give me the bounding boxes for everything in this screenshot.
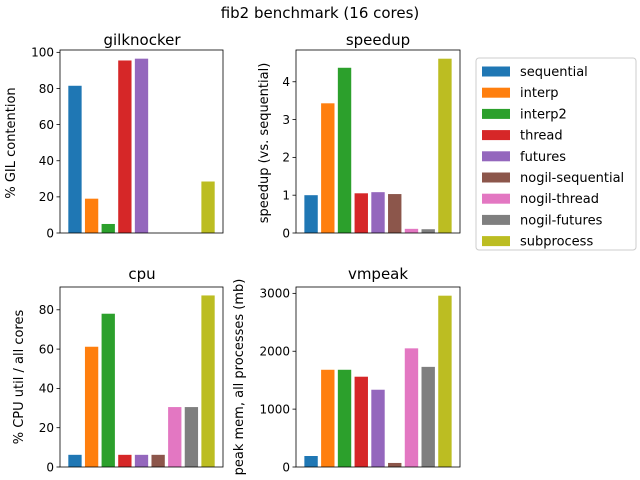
bar-sequential <box>304 456 318 467</box>
chart-title: cpu <box>128 265 155 283</box>
y-tick-label: 20 <box>39 421 54 435</box>
bar-subprocess <box>201 295 215 467</box>
bar-thread <box>118 60 132 234</box>
y-tick-label: 4 <box>282 75 290 89</box>
y-tick-label: 0 <box>46 226 54 240</box>
bar-interp2 <box>337 67 352 234</box>
y-tick-label: 60 <box>39 342 54 356</box>
legend-swatch-interp2 <box>482 108 510 119</box>
axes-frame <box>59 286 224 468</box>
axes-frame <box>59 49 224 234</box>
legend-label-interp2: interp2 <box>520 107 567 122</box>
legend: sequential interp interp2 thread futures nogi… <box>475 57 637 251</box>
chart-title: vmpeak <box>348 265 408 283</box>
legend-label-thread: thread <box>520 129 563 144</box>
legend-swatch-interp <box>482 87 510 98</box>
legend-label-subprocess: subprocess <box>520 235 593 250</box>
chart-cpu: cpu % CPU util / all cores 0 20 40 60 80 <box>12 265 224 474</box>
legend-swatch-subprocess <box>482 236 510 247</box>
bar-nogil-thread <box>404 228 419 233</box>
bar-interp <box>84 198 99 233</box>
y-tick-label: 0 <box>46 460 54 474</box>
chart-title: speedup <box>346 31 410 49</box>
y-axis-label: % GIL contention <box>4 87 19 198</box>
legend-swatch-sequential <box>482 66 510 77</box>
bar-nogil-futures <box>421 366 435 467</box>
y-tick-label: 20 <box>39 190 54 204</box>
bar-interp <box>321 369 335 467</box>
legend-swatch-thread <box>482 130 510 141</box>
chart-gilknocker: gilknocker % GIL contention 0 20 40 60 80 100 <box>4 31 224 240</box>
bar-interp2 <box>101 223 115 233</box>
bar-subprocess <box>438 58 452 234</box>
legend-swatch-futures <box>482 151 510 162</box>
y-tick-label: 2000 <box>259 345 290 359</box>
y-tick-label: 40 <box>39 382 54 396</box>
legend-swatch-nogil-futures <box>482 214 510 225</box>
bar-sequential <box>68 85 82 234</box>
bar-futures <box>371 192 385 233</box>
bar-nogil-futures <box>184 407 199 467</box>
bar-futures <box>371 389 385 467</box>
bar-sequential <box>68 454 82 467</box>
bar-subprocess <box>201 181 215 233</box>
bar-thread <box>354 193 368 233</box>
legend-swatch-nogil-thread <box>482 193 510 204</box>
bar-nogil-futures <box>421 229 435 233</box>
chart-title: gilknocker <box>103 31 181 49</box>
bar-nogil-sequential <box>151 454 165 467</box>
bar-futures <box>134 454 149 467</box>
bar-subprocess <box>438 295 452 467</box>
bar-nogil-sequential <box>388 462 402 467</box>
bar-thread <box>118 454 132 467</box>
figure-suptitle: fib2 benchmark (16 cores) <box>221 4 420 22</box>
bar-interp2 <box>101 313 115 467</box>
bar-sequential <box>304 195 318 233</box>
legend-label-nogil-futures: nogil-futures <box>520 213 603 228</box>
legend-swatch-nogil-sequential <box>482 172 510 183</box>
y-tick-label: 2 <box>282 151 290 165</box>
axes-frame <box>295 286 461 468</box>
y-tick-label: 80 <box>39 303 54 317</box>
y-tick-label: 0 <box>282 226 290 240</box>
legend-label-nogil-thread: nogil-thread <box>520 192 599 207</box>
y-tick-label: 40 <box>39 154 54 168</box>
bar-interp2 <box>337 369 352 467</box>
bar-nogil-thread <box>168 407 182 467</box>
legend-label-sequential: sequential <box>520 65 588 80</box>
y-axis-label: peak mem, all processes (mb) <box>232 279 247 476</box>
y-tick-label: 80 <box>39 82 54 96</box>
y-axis-label: speedup (vs. sequential) <box>257 63 272 224</box>
legend-label-interp: interp <box>520 86 559 101</box>
y-tick-label: 60 <box>39 118 54 132</box>
bar-interp <box>321 103 335 233</box>
legend-label-futures: futures <box>520 150 566 165</box>
axes-frame <box>295 49 461 234</box>
y-tick-label: 100 <box>31 46 54 60</box>
legend-label-nogil-sequential: nogil-sequential <box>520 171 624 186</box>
y-tick-label: 1 <box>282 188 290 202</box>
bar-nogil-thread <box>404 348 419 467</box>
y-axis-label: % CPU util / all cores <box>12 310 27 445</box>
bar-interp <box>84 346 99 467</box>
y-tick-label: 3000 <box>259 287 290 301</box>
y-tick-label: 0 <box>282 460 290 474</box>
bar-thread <box>354 376 368 467</box>
y-tick-label: 3 <box>282 113 290 127</box>
legend-frame <box>475 57 637 251</box>
chart-vmpeak: vmpeak peak mem, all processes (mb) 0 100… <box>232 265 461 476</box>
bar-futures <box>134 58 149 233</box>
bar-nogil-sequential <box>388 194 402 233</box>
chart-speedup: speedup speedup (vs. sequential) 0 1 2 3 4 <box>257 31 461 240</box>
y-tick-label: 1000 <box>259 402 290 416</box>
